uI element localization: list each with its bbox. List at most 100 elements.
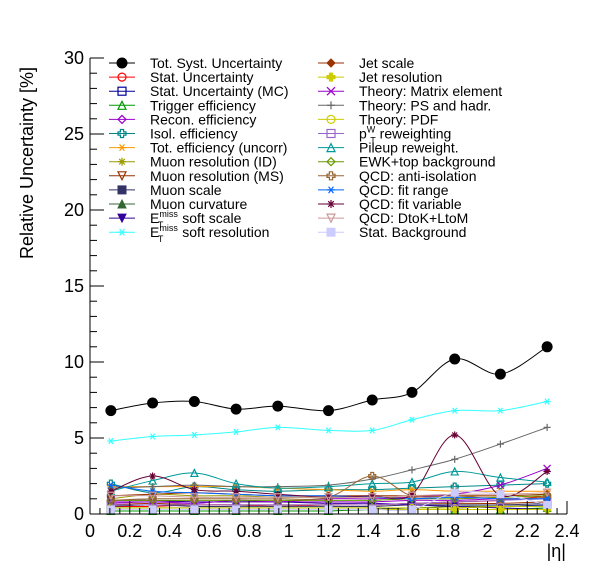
data-point-24-10 bbox=[542, 488, 552, 498]
data-point-0-5 bbox=[323, 405, 334, 417]
data-point-16-8 bbox=[451, 455, 459, 463]
legend-label: Emiss T soft scale bbox=[150, 209, 242, 230]
legend-label: Stat. Uncertainty (MC) bbox=[150, 83, 288, 99]
legend-marker bbox=[117, 114, 127, 125]
legend-marker bbox=[117, 128, 127, 139]
data-point-19-8 bbox=[450, 466, 460, 476]
data-point-12-4 bbox=[274, 424, 282, 431]
legend-label: Theory: PS and hadr. bbox=[359, 97, 491, 113]
data-point-25-4 bbox=[273, 505, 282, 514]
y-tick-label: 25 bbox=[64, 124, 84, 144]
legend-entry-5: Isol. efficiency bbox=[109, 126, 238, 142]
data-point-24-0 bbox=[106, 491, 116, 501]
legend-marker bbox=[326, 227, 336, 237]
legend-entry-17: Theory: PDF bbox=[318, 111, 438, 127]
data-point-19-7 bbox=[407, 477, 417, 487]
legend-marker bbox=[326, 142, 336, 153]
legend-marker bbox=[326, 128, 336, 139]
legend-entry-18: pW T reweighting bbox=[318, 125, 451, 146]
legend-label: Theory: PDF bbox=[359, 111, 438, 127]
data-point-24-1 bbox=[148, 491, 158, 501]
data-point-24-5 bbox=[324, 493, 333, 503]
legend-entry-9: Muon scale bbox=[109, 182, 222, 198]
data-point-25-1 bbox=[148, 505, 157, 514]
data-point-6-7 bbox=[408, 486, 416, 493]
legend-marker bbox=[117, 72, 127, 82]
legend-entry-2: Stat. Uncertainty (MC) bbox=[109, 83, 288, 99]
data-point-12-7 bbox=[408, 416, 416, 423]
data-point-15-9 bbox=[496, 481, 505, 490]
data-point-0-4 bbox=[272, 400, 284, 412]
legend-marker bbox=[326, 58, 336, 68]
y-tick-label: 30 bbox=[64, 48, 84, 68]
x-tick-label: 0.2 bbox=[117, 521, 142, 541]
data-point-21-0 bbox=[106, 496, 115, 505]
legend-entry-14: Jet resolution bbox=[318, 69, 442, 85]
series-19 bbox=[106, 466, 552, 496]
y-tick-label: 20 bbox=[64, 200, 84, 220]
legend-entry-20: EWK+top background bbox=[318, 154, 496, 170]
data-point-17-8 bbox=[450, 503, 459, 513]
legend-marker bbox=[326, 213, 336, 224]
legend-label: Jet scale bbox=[359, 55, 414, 71]
legend-entry-0: Tot. Syst. Uncertainty bbox=[109, 55, 282, 71]
legend-label: QCD: anti-isolation bbox=[359, 168, 477, 184]
data-point-0-10 bbox=[541, 341, 553, 353]
data-point-19-1 bbox=[148, 475, 158, 485]
series-12 bbox=[107, 398, 551, 445]
data-point-0-7 bbox=[406, 386, 418, 398]
data-point-19-10 bbox=[542, 477, 552, 487]
legend-entry-24: QCD: DtoK+LtoM bbox=[318, 210, 468, 226]
legend-label: Muon resolution (MS) bbox=[150, 168, 284, 184]
legend-marker bbox=[326, 86, 336, 96]
data-point-24-7 bbox=[407, 491, 417, 501]
legend-entry-7: Muon resolution (ID) bbox=[109, 154, 277, 170]
legend-marker bbox=[117, 86, 127, 96]
legend-entry-12: Emiss T soft resolution bbox=[109, 223, 269, 244]
legend-marker bbox=[327, 200, 335, 208]
legend-entry-8: Muon resolution (MS) bbox=[109, 168, 284, 184]
legend-entry-22: QCD: fit range bbox=[318, 182, 449, 198]
legend-entry-11: Emiss T soft scale bbox=[109, 209, 242, 230]
series-line-24 bbox=[110, 492, 548, 498]
legend-marker bbox=[326, 72, 336, 82]
legend-label: Trigger efficiency bbox=[150, 97, 256, 113]
series-0 bbox=[105, 341, 553, 417]
data-point-19-6 bbox=[367, 478, 377, 488]
legend-marker bbox=[118, 228, 126, 236]
data-point-0-9 bbox=[494, 368, 506, 380]
data-point-22-10 bbox=[543, 495, 551, 502]
legend-label: pW T reweighting bbox=[359, 125, 451, 146]
data-point-12-3 bbox=[232, 428, 240, 436]
legend-label: Theory: Matrix element bbox=[359, 83, 502, 99]
legend-marker bbox=[116, 57, 128, 69]
x-tick-label: 1.6 bbox=[395, 521, 420, 541]
data-point-25-3 bbox=[232, 505, 241, 514]
y-tick-label: 10 bbox=[64, 352, 84, 372]
data-point-19-3 bbox=[231, 478, 241, 488]
legend-label: EWK+top background bbox=[359, 154, 496, 170]
data-point-25-0 bbox=[106, 505, 115, 514]
x-tick-label: 1.2 bbox=[316, 521, 341, 541]
x-tick-label: 1.8 bbox=[435, 521, 460, 541]
legend-marker bbox=[117, 99, 127, 110]
data-point-0-2 bbox=[188, 396, 200, 408]
data-point-22-1 bbox=[149, 488, 157, 495]
legend-marker bbox=[327, 186, 335, 194]
data-point-24-4 bbox=[273, 493, 283, 503]
data-point-0-6 bbox=[366, 394, 378, 406]
data-point-23-3 bbox=[232, 487, 240, 495]
data-point-22-0 bbox=[107, 481, 115, 489]
x-tick-label: 1 bbox=[284, 521, 294, 541]
legend-entry-23: QCD: fit variable bbox=[318, 196, 462, 212]
series-line-16 bbox=[110, 426, 548, 489]
data-point-25-8 bbox=[450, 488, 459, 497]
data-point-24-2 bbox=[189, 493, 199, 503]
legend-entry-15: Theory: Matrix element bbox=[318, 83, 502, 99]
legend-entry-21: QCD: anti-isolation bbox=[318, 168, 477, 184]
data-point-23-1 bbox=[149, 472, 157, 480]
data-point-16-9 bbox=[496, 440, 504, 448]
legend-entry-19: Pileup reweight. bbox=[318, 140, 459, 156]
data-point-24-3 bbox=[231, 493, 241, 503]
